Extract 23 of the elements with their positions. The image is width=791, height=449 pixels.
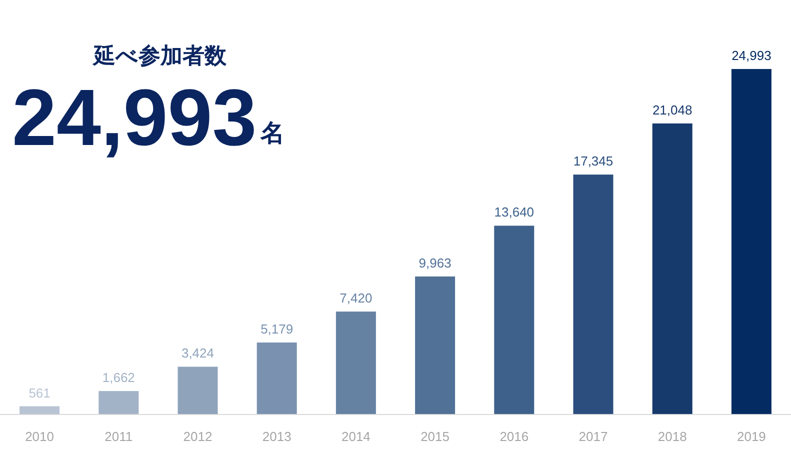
- data-label: 9,963: [418, 255, 452, 270]
- x-tick-label: 2018: [658, 429, 687, 444]
- x-tick-label: 2016: [500, 429, 529, 444]
- x-tick-label: 2012: [183, 429, 212, 444]
- data-label: 5,179: [260, 322, 294, 337]
- data-label: 24,993: [732, 48, 772, 63]
- x-tick-label: 2017: [578, 429, 608, 444]
- x-tick-label: 2010: [25, 429, 54, 444]
- data-label: 1,662: [102, 370, 135, 386]
- x-tick-label: 2019: [736, 429, 766, 444]
- x-tick-label: 2013: [262, 429, 292, 444]
- x-tick-label: 2015: [420, 429, 450, 444]
- data-label: 21,048: [652, 102, 692, 118]
- data-label: 561: [28, 385, 50, 400]
- data-label: 7,420: [340, 290, 372, 306]
- chart-title: 延べ参加者数: [92, 43, 228, 68]
- chart-subtitle: 24,993: [12, 73, 257, 162]
- data-label: 3,424: [181, 346, 214, 361]
- data-label: 17,345: [573, 154, 614, 169]
- annotation: 名: [260, 120, 285, 147]
- x-tick-label: 2014: [341, 429, 370, 444]
- data-label: 13,640: [494, 204, 534, 220]
- x-tick-label: 2011: [104, 429, 133, 444]
